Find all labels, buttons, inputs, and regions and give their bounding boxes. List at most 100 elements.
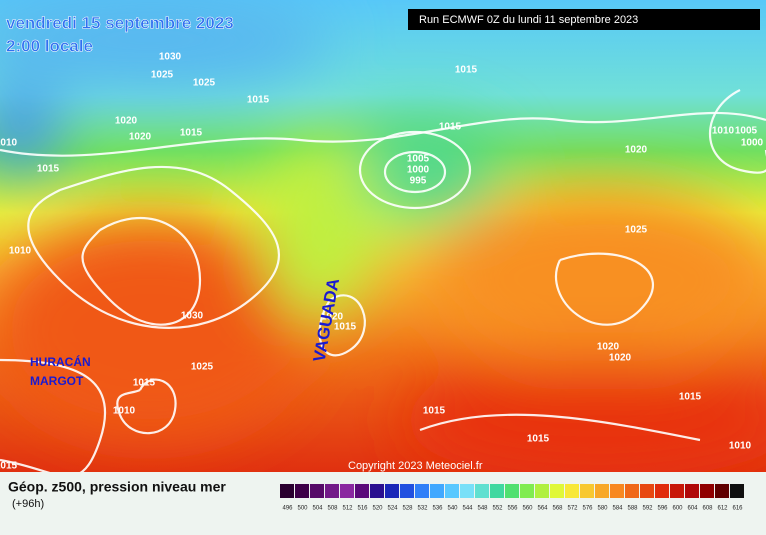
isobar-label: 1010 <box>0 138 18 149</box>
run-banner <box>408 9 760 30</box>
scale-label: 612 <box>717 506 728 512</box>
legend-subtitle: (+96h) <box>12 498 44 510</box>
isobar-label: 1015 <box>133 378 156 389</box>
scale-label: 532 <box>417 506 428 512</box>
scale-label: 508 <box>327 506 338 512</box>
annotation: MARGOT <box>30 374 84 388</box>
legend-title: Géop. z500, pression niveau mer <box>8 479 226 495</box>
color-swatch <box>415 484 429 498</box>
isobar-label: 1015 <box>334 322 357 333</box>
scale-label: 588 <box>627 506 638 512</box>
isobar-label: 1025 <box>193 78 216 89</box>
scale-label: 548 <box>477 506 488 512</box>
isobar-label: 1015 <box>37 164 60 175</box>
color-swatch <box>475 484 489 498</box>
date: vendredi 15 septembre 2023 <box>6 13 234 32</box>
color-swatch <box>370 484 384 498</box>
scale-label: 568 <box>552 506 563 512</box>
scale-label: 604 <box>687 506 698 512</box>
color-swatch <box>730 484 744 498</box>
color-swatch <box>505 484 519 498</box>
color-swatch <box>295 484 309 498</box>
scale-label: 540 <box>447 506 458 512</box>
isobar-label: 1015 <box>423 406 446 417</box>
scale-label: 496 <box>282 506 293 512</box>
scale-label: 576 <box>582 506 593 512</box>
scale-label: 536 <box>432 506 443 512</box>
isobar-label: 1015 <box>679 392 702 403</box>
isobar-label: 1030 <box>181 311 204 322</box>
isobar-label: 1030 <box>159 52 182 63</box>
scale-label: 584 <box>612 506 623 512</box>
scale-label: 500 <box>297 506 308 512</box>
time: 2:00 locale <box>6 36 93 55</box>
scale-label: 616 <box>732 506 743 512</box>
isobar-label: 1005 <box>735 126 758 137</box>
isobar-label: 1005 <box>407 154 430 165</box>
scale-label: 592 <box>642 506 653 512</box>
isobar-label: 1015 <box>0 461 18 472</box>
isobar-label: 995 <box>410 176 427 187</box>
isobar-label: 1015 <box>247 95 270 106</box>
color-swatch <box>310 484 324 498</box>
isobar-label: 1025 <box>191 362 214 373</box>
scale-label: 596 <box>657 506 668 512</box>
isobar-label: 1015 <box>455 65 478 76</box>
color-swatch <box>565 484 579 498</box>
color-swatch <box>625 484 639 498</box>
scale-label: 524 <box>387 506 398 512</box>
color-swatch <box>715 484 729 498</box>
color-swatch <box>280 484 294 498</box>
isobar-label: 1010 <box>9 246 32 257</box>
scale-label: 564 <box>537 506 548 512</box>
color-swatch <box>640 484 654 498</box>
color-swatch <box>490 484 504 498</box>
isobar-label: 1020 <box>129 132 152 143</box>
annotation: HURACÁN <box>30 354 91 369</box>
color-swatch <box>580 484 594 498</box>
legend-panel <box>0 472 766 530</box>
scale-label: 580 <box>597 506 608 512</box>
scale-label: 556 <box>507 506 518 512</box>
color-swatch <box>385 484 399 498</box>
color-swatch <box>655 484 669 498</box>
color-swatch <box>400 484 414 498</box>
isobar-label: 1015 <box>439 122 462 133</box>
copyright: Copyright 2023 Meteociel.fr <box>348 460 483 472</box>
color-swatch <box>325 484 339 498</box>
isobar-label: 1020 <box>625 145 648 156</box>
color-swatch <box>460 484 474 498</box>
color-swatch <box>355 484 369 498</box>
isobar-label: 1020 <box>321 312 344 323</box>
color-swatch <box>610 484 624 498</box>
scale-label: 504 <box>312 506 323 512</box>
scale-label: 520 <box>372 506 383 512</box>
color-swatch <box>430 484 444 498</box>
color-swatch <box>340 484 354 498</box>
isobar-label: 1020 <box>115 116 138 127</box>
color-scale: 496 500 504 508 512 516 520 524 528 532 536 540 544 5… <box>280 484 744 512</box>
isobar-label: 1000 <box>741 138 764 149</box>
scale-label: 516 <box>357 506 368 512</box>
color-swatch <box>670 484 684 498</box>
isobar-label: 1000 <box>407 165 430 176</box>
isobar-label: 1010 <box>729 441 752 452</box>
scale-label: 560 <box>522 506 533 512</box>
isobar-label: 1020 <box>597 342 620 353</box>
isobar-label: 1010 <box>712 126 735 137</box>
isobar-label: 1020 <box>609 353 632 364</box>
color-swatch <box>595 484 609 498</box>
isobar-label: 1010 <box>113 406 136 417</box>
scale-label: 552 <box>492 506 503 512</box>
color-swatch <box>535 484 549 498</box>
isobar-labels: 1030102510251015101510201020101510101015… <box>0 52 764 472</box>
isobar-label: 1015 <box>527 434 550 445</box>
isobars <box>0 89 766 478</box>
color-swatch <box>520 484 534 498</box>
isobar-label: 1025 <box>151 70 174 81</box>
run-info: Run ECMWF 0Z du lundi 11 septembre 2023 <box>419 14 638 26</box>
scale-label: 572 <box>567 506 578 512</box>
scale-label: 608 <box>702 506 713 512</box>
